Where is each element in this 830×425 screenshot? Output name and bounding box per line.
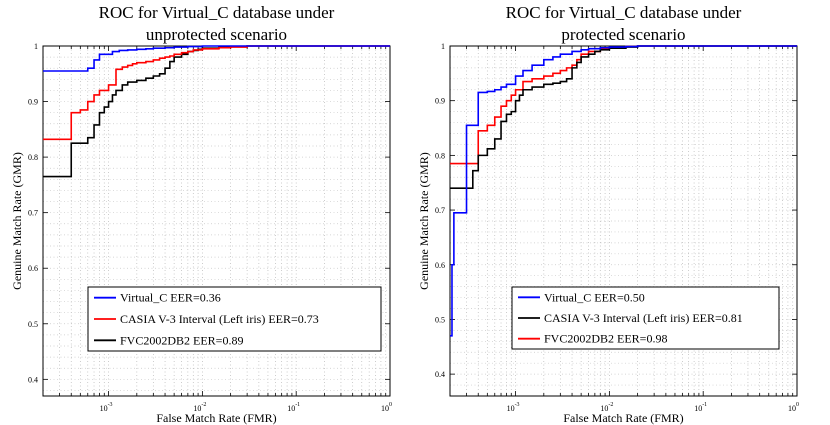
x-tick-label-exponent: -2 xyxy=(608,402,613,408)
legend-entry-label: CASIA V-3 Interval (Left iris) EER=0.73 xyxy=(120,312,319,326)
x-tick-label-exponent: -3 xyxy=(108,402,113,408)
chart-panel-2: ROC for Virtual_C database under protecte… xyxy=(417,3,799,425)
y-tick-label: 0.4 xyxy=(435,370,445,379)
x-tick-label: 10 xyxy=(193,404,201,413)
chart-title-line-2: protected scenario xyxy=(561,25,685,44)
x-tick-label-exponent: 0 xyxy=(389,402,392,408)
legend-entry-label: Virtual_C EER=0.36 xyxy=(120,291,221,305)
legend-box xyxy=(511,286,780,350)
x-tick-label-exponent: -2 xyxy=(201,402,206,408)
series-line-3 xyxy=(450,45,797,165)
x-tick-label: 10 xyxy=(287,404,295,413)
y-axis-label: Genuine Match Rate (GMR) xyxy=(10,152,24,290)
y-tick-label: 0.8 xyxy=(28,153,38,162)
y-tick-label: 0.4 xyxy=(28,375,38,384)
y-tick-label: 0.7 xyxy=(435,206,445,215)
y-tick-label: 0.6 xyxy=(28,264,38,273)
y-tick-label: 0.9 xyxy=(435,97,445,106)
x-axis-label: False Match Rate (FMR) xyxy=(156,411,276,425)
chart-title-line-1: ROC for Virtual_C database under xyxy=(506,3,742,22)
legend-entry-label: Virtual_C EER=0.50 xyxy=(544,290,645,304)
x-tick-label-exponent: 0 xyxy=(796,402,799,408)
y-tick-label: 0.8 xyxy=(435,151,445,160)
y-tick-label: 0.6 xyxy=(435,261,445,270)
chart-title-line-2: unprotected scenario xyxy=(146,25,287,44)
y-axis-label: Genuine Match Rate (GMR) xyxy=(417,152,431,290)
series-line-2 xyxy=(450,45,797,189)
legend-entry-label: FVC2002DB2 EER=0.98 xyxy=(544,332,667,346)
legend-box xyxy=(87,286,382,352)
x-tick-label: 10 xyxy=(507,404,515,413)
axes-box xyxy=(449,45,798,397)
series-line-1 xyxy=(450,45,797,337)
x-tick-label: 10 xyxy=(381,404,389,413)
legend: Virtual_C EER=0.50 CASIA V-3 Interval (Le… xyxy=(511,286,780,350)
chart-panel-1: ROC for Virtual_C database under unprotec… xyxy=(10,3,392,425)
y-tick-label: 0.5 xyxy=(435,315,445,324)
legend: Virtual_C EER=0.36 CASIA V-3 Interval (Le… xyxy=(87,286,382,352)
x-tick-label-exponent: -1 xyxy=(295,402,300,408)
series-line-2 xyxy=(43,45,390,141)
series-line-1 xyxy=(43,45,390,72)
x-tick-label: 10 xyxy=(100,404,108,413)
x-axis-label: False Match Rate (FMR) xyxy=(563,411,683,425)
grid xyxy=(450,45,798,397)
x-tick-label: 10 xyxy=(788,404,796,413)
y-tick-label: 0.7 xyxy=(28,209,38,218)
x-tick-label: 10 xyxy=(694,404,702,413)
y-tick-label: 1 xyxy=(441,42,445,51)
x-tick-label-exponent: -1 xyxy=(702,402,707,408)
x-tick-label-exponent: -3 xyxy=(515,402,520,408)
y-tick-label: 0.9 xyxy=(28,98,38,107)
x-tick-label: 10 xyxy=(600,404,608,413)
grid xyxy=(43,45,391,396)
legend-entry-label: FVC2002DB2 EER=0.89 xyxy=(120,333,243,347)
chart-title-line-1: ROC for Virtual_C database under xyxy=(99,3,335,22)
y-tick-label: 0.5 xyxy=(28,320,38,329)
legend-entry-label: CASIA V-3 Interval (Left iris) EER=0.81 xyxy=(544,311,743,325)
y-tick-label: 1 xyxy=(34,42,38,51)
